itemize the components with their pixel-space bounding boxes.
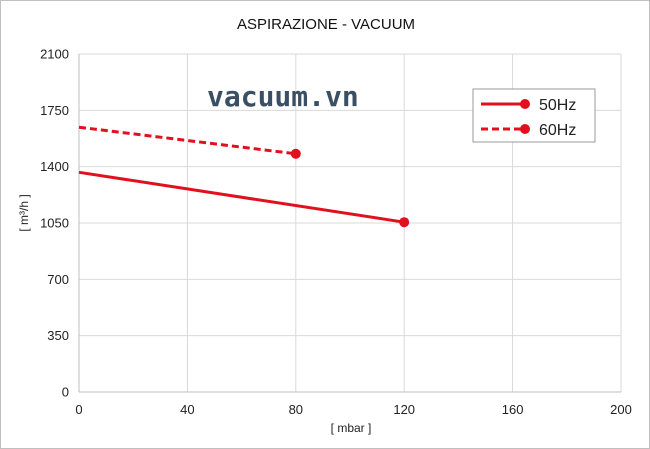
chart-title: ASPIRAZIONE - VACUUM xyxy=(237,16,415,33)
legend-marker-50hz xyxy=(520,99,530,109)
legend-marker-60hz xyxy=(520,124,530,134)
series-marker-50hz xyxy=(399,217,410,228)
watermark-text: vacuum.vn xyxy=(207,80,359,113)
x-axis-label: [ mbar ] xyxy=(331,421,372,435)
x-tick-label: 200 xyxy=(610,402,632,417)
y-tick-labels: 0 350 700 1050 1400 1750 2100 xyxy=(40,47,69,400)
series-layer xyxy=(78,125,410,228)
x-tick-labels: 0 40 80 120 160 200 xyxy=(75,402,631,417)
y-tick-label: 1400 xyxy=(40,159,69,174)
x-tick-label: 40 xyxy=(180,402,194,417)
y-axis-label: [ m³/h ] xyxy=(17,194,31,231)
y-tick-label: 2100 xyxy=(40,47,69,62)
y-tick-label: 700 xyxy=(47,272,69,287)
series-marker-60hz xyxy=(290,148,301,159)
legend: 50Hz 60Hz xyxy=(472,88,596,143)
series-line-60hz xyxy=(78,125,296,156)
series-line-50hz xyxy=(78,170,405,224)
legend-box xyxy=(472,88,596,143)
y-tick-label: 1750 xyxy=(40,103,69,118)
x-tick-label: 120 xyxy=(393,402,415,417)
y-tick-label: 350 xyxy=(47,328,69,343)
legend-label-60hz: 60Hz xyxy=(539,122,576,139)
x-tick-label: 80 xyxy=(289,402,303,417)
x-tick-label: 0 xyxy=(75,402,82,417)
legend-label-50hz: 50Hz xyxy=(539,97,576,114)
x-tick-label: 160 xyxy=(502,402,524,417)
y-tick-label: 0 xyxy=(62,385,69,400)
y-tick-label: 1050 xyxy=(40,216,69,231)
